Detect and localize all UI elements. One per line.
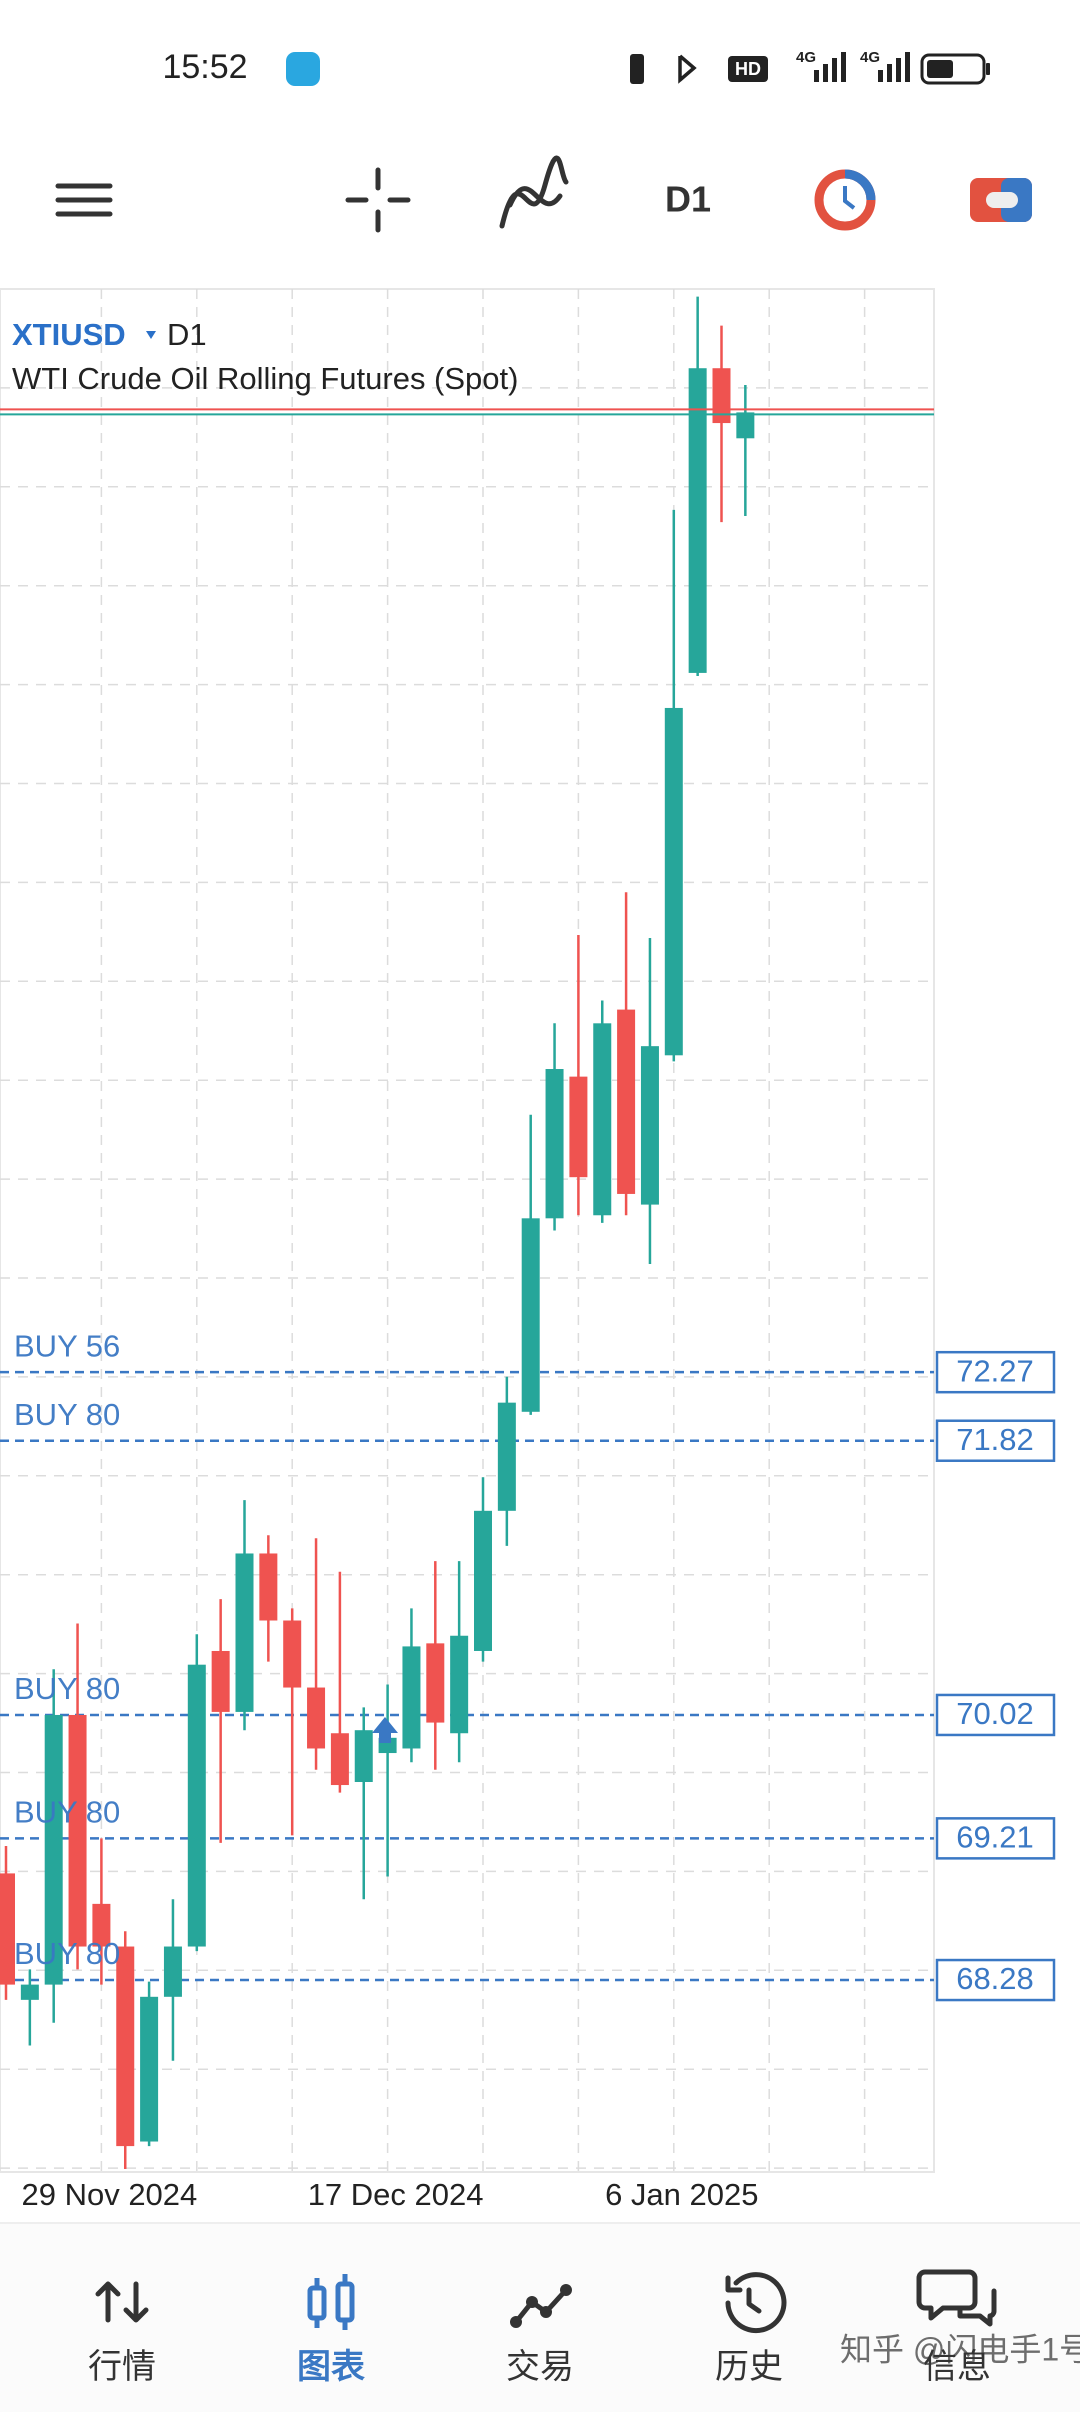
bottom-nav [0, 2223, 1080, 2412]
candle-body [187, 1664, 206, 1947]
candle-body [474, 1510, 492, 1651]
price-box [935, 1419, 1056, 1462]
chart-icon[interactable] [307, 2274, 355, 2330]
order-label: BUY 56 [14, 1328, 120, 1363]
price-label: 70.02 [956, 1696, 1034, 1731]
price-label: 69.21 [956, 1820, 1034, 1855]
price-label: 72.27 [956, 1353, 1034, 1388]
price-box [935, 1958, 1056, 2002]
price-label: 68.28 [956, 1961, 1034, 1996]
date-label: 29 Nov 2024 [21, 2177, 197, 2212]
candle-body [163, 1946, 182, 1997]
chart[interactable]: BUY 56 72.27 BUY 80 71.82 BUY 80 70.02 BUY 80 6… [0, 288, 1056, 2212]
candle-body [44, 1714, 63, 1985]
candle-body [402, 1646, 421, 1749]
candle-body [354, 1730, 373, 1782]
deal-marker [372, 1717, 398, 1743]
candle-body [283, 1620, 302, 1688]
candle-body [259, 1553, 278, 1621]
messages-icon[interactable] [916, 2269, 997, 2327]
price-box [935, 1350, 1056, 1394]
candle-body [20, 1984, 39, 2000]
candle-body [116, 1946, 135, 2147]
candle-body [235, 1553, 254, 1712]
candle-body [545, 1069, 564, 1219]
price-box [935, 1817, 1056, 1860]
candle-body [688, 368, 707, 673]
nav-label[interactable]: 历史 [715, 2348, 783, 2386]
candle-body [330, 1733, 349, 1786]
crosshair-button[interactable] [345, 167, 411, 233]
symbol-dropdown[interactable] [146, 331, 156, 339]
timeframe-button[interactable]: D1 [665, 179, 711, 220]
order-label: BUY 80 [14, 1936, 120, 1971]
candle-body [450, 1635, 469, 1734]
order-label: BUY 80 [14, 1795, 120, 1830]
network-type: 4G [796, 49, 816, 66]
status-icons: HD 4G 4G [630, 49, 990, 85]
candle-body [140, 1996, 159, 2142]
watermark: 知乎 @闪电手1号 [840, 2331, 1080, 2367]
history-icon[interactable] [725, 2272, 787, 2334]
candle-body [307, 1687, 326, 1749]
chart-area [0, 288, 935, 2173]
nav-label[interactable]: 交易 [506, 2348, 574, 2386]
candle-body [92, 1903, 111, 1947]
status-time: 15:52 [162, 48, 247, 86]
candle-body [569, 1076, 588, 1178]
notification-icon [286, 52, 320, 86]
order-label: BUY 80 [14, 1671, 120, 1706]
candle-body [521, 1218, 540, 1412]
candle-body [593, 1023, 612, 1216]
trade-clock-button[interactable] [814, 169, 876, 231]
nav-label[interactable]: 行情 [88, 2348, 156, 2386]
trade-icon[interactable] [510, 2284, 572, 2328]
candle-body [426, 1643, 445, 1723]
symbol-description: WTI Crude Oil Rolling Futures (Spot) [12, 361, 518, 396]
candle-body [68, 1714, 87, 1947]
candle-body [664, 707, 683, 1056]
menu-button[interactable] [55, 183, 113, 217]
order-label: BUY 80 [14, 1397, 120, 1432]
candle-body [640, 1046, 659, 1205]
nav-label[interactable]: 图表 [297, 2348, 365, 2386]
one-click-trading-toggle[interactable] [970, 178, 1032, 222]
network-type: 4G [860, 49, 880, 66]
candle-body [497, 1402, 516, 1511]
nav-label[interactable]: 信息 [923, 2348, 991, 2386]
symbol[interactable]: XTIUSD [12, 317, 126, 352]
quotes-icon[interactable] [95, 2281, 149, 2323]
price-box [935, 1693, 1056, 1737]
chart-timeframe: D1 [167, 317, 207, 352]
candle-body [211, 1650, 230, 1712]
indicators-button[interactable] [499, 155, 569, 229]
candle-body [736, 412, 755, 439]
candle-body [0, 1873, 15, 1985]
date-label: 6 Jan 2025 [605, 2177, 758, 2212]
candle-body [617, 1009, 636, 1194]
price-label: 71.82 [956, 1422, 1034, 1457]
plot-area [0, 289, 934, 2172]
hd-badge: HD [735, 59, 761, 79]
date-label: 17 Dec 2024 [308, 2177, 484, 2212]
